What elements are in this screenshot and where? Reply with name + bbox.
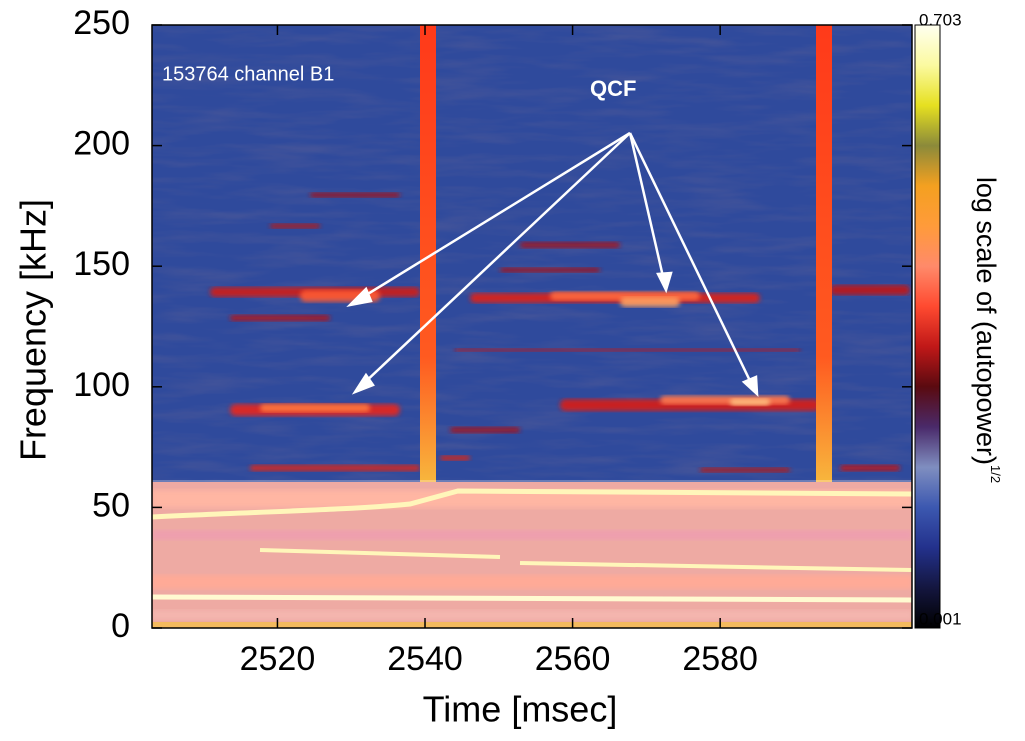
qcf-arrows: [346, 131, 759, 398]
y-tick-label: 200: [73, 125, 130, 163]
y-tick-label: 250: [73, 4, 130, 42]
x-tick-label: 2540: [387, 640, 463, 678]
y-axis-label: Frequency [kHz]: [13, 199, 54, 461]
low-band-texture: [152, 575, 912, 589]
spectral-feature: [520, 242, 620, 248]
spectral-feature: [450, 427, 520, 433]
spectral-feature: [230, 315, 330, 321]
colorbar-label-main: log scale of (autopower): [971, 177, 1001, 465]
y-tick-label: 50: [92, 486, 130, 524]
x-axis-label: Time [msec]: [423, 689, 618, 730]
burst-stripe: [420, 25, 436, 628]
arrow-head: [351, 372, 375, 395]
mode-line: [152, 488, 912, 520]
x-tick-label: 2580: [682, 640, 758, 678]
spectral-feature: [455, 348, 800, 352]
burst-stripe: [816, 25, 832, 628]
arrow: [357, 131, 631, 302]
spectral-feature: [310, 192, 400, 198]
low-band-texture: [152, 610, 912, 620]
spectral-feature: [250, 465, 420, 471]
colorbar-tick-label: 0.001: [919, 609, 962, 628]
arrow-head: [346, 286, 373, 307]
arrow: [628, 132, 666, 282]
spectral-feature: [730, 398, 770, 406]
channel-annotation: 153764 channel B1: [162, 63, 334, 85]
spectral-feature: [270, 223, 320, 229]
spectral-feature: [830, 285, 910, 295]
y-tick-label: 150: [73, 245, 130, 283]
spectral-feature: [260, 404, 370, 412]
arrow: [628, 132, 754, 386]
spectral-feature: [500, 267, 600, 273]
colorbar-tick-label: 0.703: [919, 10, 962, 29]
spectral-feature: [840, 465, 900, 471]
overlay: [152, 480, 912, 628]
colorbar-label-sup: 1/2: [988, 465, 1003, 483]
bottom-band: [152, 622, 912, 628]
colorbar-label: log scale of (autopower)1/2: [971, 177, 1003, 483]
colorbar: [914, 24, 941, 629]
arrow-head: [741, 375, 759, 398]
plot-frame: [151, 24, 913, 629]
arrow-head: [656, 271, 673, 294]
low-band-texture: [152, 530, 912, 540]
mode-line: [259, 548, 912, 572]
spectral-feature: [660, 395, 790, 405]
y-tick-label: 0: [111, 607, 130, 645]
arrow: [361, 132, 631, 386]
qcf-annotation: QCF: [590, 76, 636, 101]
x-tick-label: 2560: [535, 640, 611, 678]
y-tick-label: 100: [73, 366, 130, 404]
spectrogram: [152, 25, 912, 628]
spectral-feature: [700, 467, 790, 473]
mode-line: [152, 594, 912, 603]
spectral-feature: [620, 297, 680, 307]
spectral-feature: [440, 455, 470, 461]
x-tick-label: 2520: [240, 640, 316, 678]
